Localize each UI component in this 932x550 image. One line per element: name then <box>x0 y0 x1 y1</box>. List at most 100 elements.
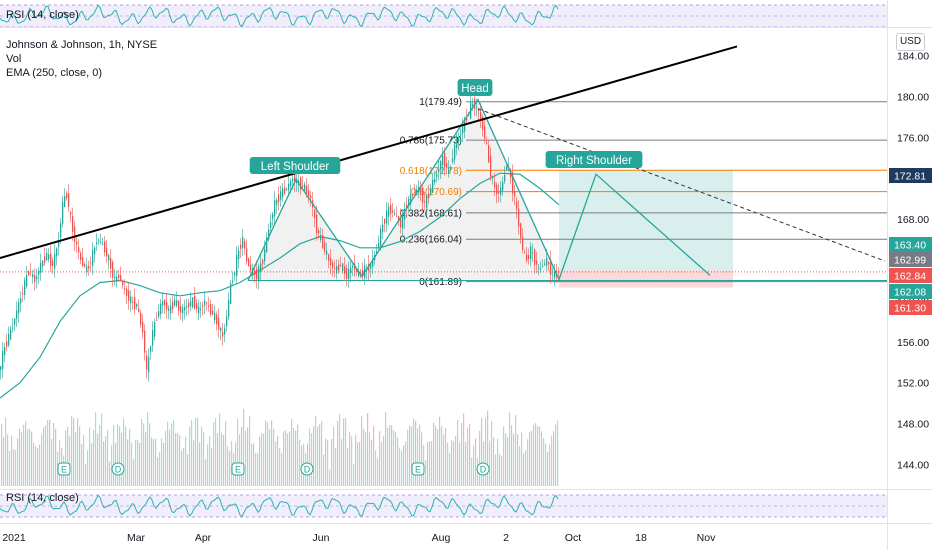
price-tick: 180.00 <box>897 91 929 103</box>
volume-bar <box>549 444 551 486</box>
candle-body <box>492 176 494 179</box>
candle-body <box>332 262 334 268</box>
candle-body <box>302 185 304 187</box>
candle-body <box>64 196 66 207</box>
candle-body <box>244 241 246 249</box>
volume-bar <box>369 432 371 486</box>
dashed-trend-line <box>477 108 886 262</box>
candle-body <box>460 134 462 136</box>
volume-bar <box>85 463 87 486</box>
candle-body <box>376 251 378 254</box>
volume-bar <box>157 457 159 486</box>
candle-body <box>0 366 2 371</box>
volume-bar <box>231 441 233 486</box>
candle-body <box>184 307 186 311</box>
candle-body <box>304 184 306 192</box>
volume-bar <box>527 439 529 486</box>
volume-bar <box>409 425 411 486</box>
candle-body <box>158 311 160 317</box>
volume-bar <box>523 453 525 486</box>
candle-body <box>218 317 220 330</box>
volume-bar <box>137 439 139 486</box>
volume-bar <box>497 438 499 486</box>
volume-bar <box>169 429 171 486</box>
candle-body <box>140 312 142 325</box>
candle-body <box>370 263 372 269</box>
volume-bar <box>7 434 9 486</box>
head-label: Head <box>457 79 493 96</box>
candle-body <box>286 189 288 191</box>
candle-body <box>224 328 226 335</box>
event-marker-label: D <box>304 465 311 475</box>
volume-bar <box>429 441 431 486</box>
candle-body <box>50 253 52 266</box>
time-axis: 2021 Mar Apr Jun Aug 2 Oct 18 Nov <box>2 532 716 544</box>
volume-bar <box>511 425 513 486</box>
volume-bar <box>79 426 81 486</box>
candle-body <box>352 266 354 268</box>
candle-body <box>476 107 478 109</box>
volume-bar <box>465 441 467 486</box>
volume-bar <box>213 422 215 486</box>
volume-bar <box>249 416 251 486</box>
candle-body <box>92 250 94 266</box>
volume-bar <box>509 412 511 486</box>
volume-bar <box>255 452 257 486</box>
volume-bar <box>473 445 475 486</box>
currency-button[interactable]: USD <box>896 33 925 51</box>
volume-bar <box>223 434 225 486</box>
volume-bar <box>37 448 39 486</box>
rsi-band <box>0 5 887 27</box>
candle-body <box>494 181 496 188</box>
volume-bar <box>379 431 381 486</box>
volume-bar <box>489 440 491 486</box>
time-tick: Aug <box>432 532 451 544</box>
candle-body <box>472 103 474 107</box>
volume-bar <box>123 418 125 486</box>
volume-bar <box>3 436 5 486</box>
volume-bar <box>463 413 465 486</box>
candle-body <box>308 190 310 197</box>
volume-bar <box>279 448 281 486</box>
volume-bar <box>309 428 311 486</box>
price-tick: 144.00 <box>897 459 929 471</box>
volume-bar <box>215 418 217 486</box>
volume-bar <box>17 438 19 486</box>
volume-bar <box>361 416 363 486</box>
volume-bar <box>41 434 43 486</box>
candle-body <box>254 270 256 275</box>
candle-body <box>190 301 192 307</box>
earnings-marker <box>411 462 425 476</box>
dividend-marker <box>476 462 490 476</box>
volume-bar <box>479 430 481 486</box>
candle-body <box>320 235 322 240</box>
candle-body <box>346 268 348 279</box>
volume-bar <box>413 418 415 486</box>
candle-body <box>214 313 216 321</box>
volume-label: Vol <box>6 53 22 65</box>
candle-body <box>62 202 64 224</box>
volume-bar <box>381 441 383 486</box>
candle-body <box>96 242 98 244</box>
volume-bar <box>29 428 31 486</box>
volume-bar <box>457 419 459 486</box>
volume-bar <box>271 420 273 486</box>
pattern-label-text: Left Shoulder <box>261 161 330 173</box>
volume-bar <box>93 430 95 486</box>
candle-body <box>356 268 358 272</box>
candle-body <box>220 327 222 332</box>
candle-body <box>238 250 240 260</box>
volume-bar <box>529 432 531 486</box>
candle-body <box>12 327 14 329</box>
candle-body <box>106 248 108 257</box>
time-tick: Mar <box>127 532 146 544</box>
volume-bar <box>19 428 21 486</box>
volume-bar <box>421 432 423 486</box>
event-marker-label: E <box>415 465 421 475</box>
candle-body <box>136 304 138 307</box>
candle-body <box>90 262 92 264</box>
candle-body <box>300 177 302 190</box>
volume-bar <box>449 452 451 486</box>
volume-bar <box>335 448 337 486</box>
